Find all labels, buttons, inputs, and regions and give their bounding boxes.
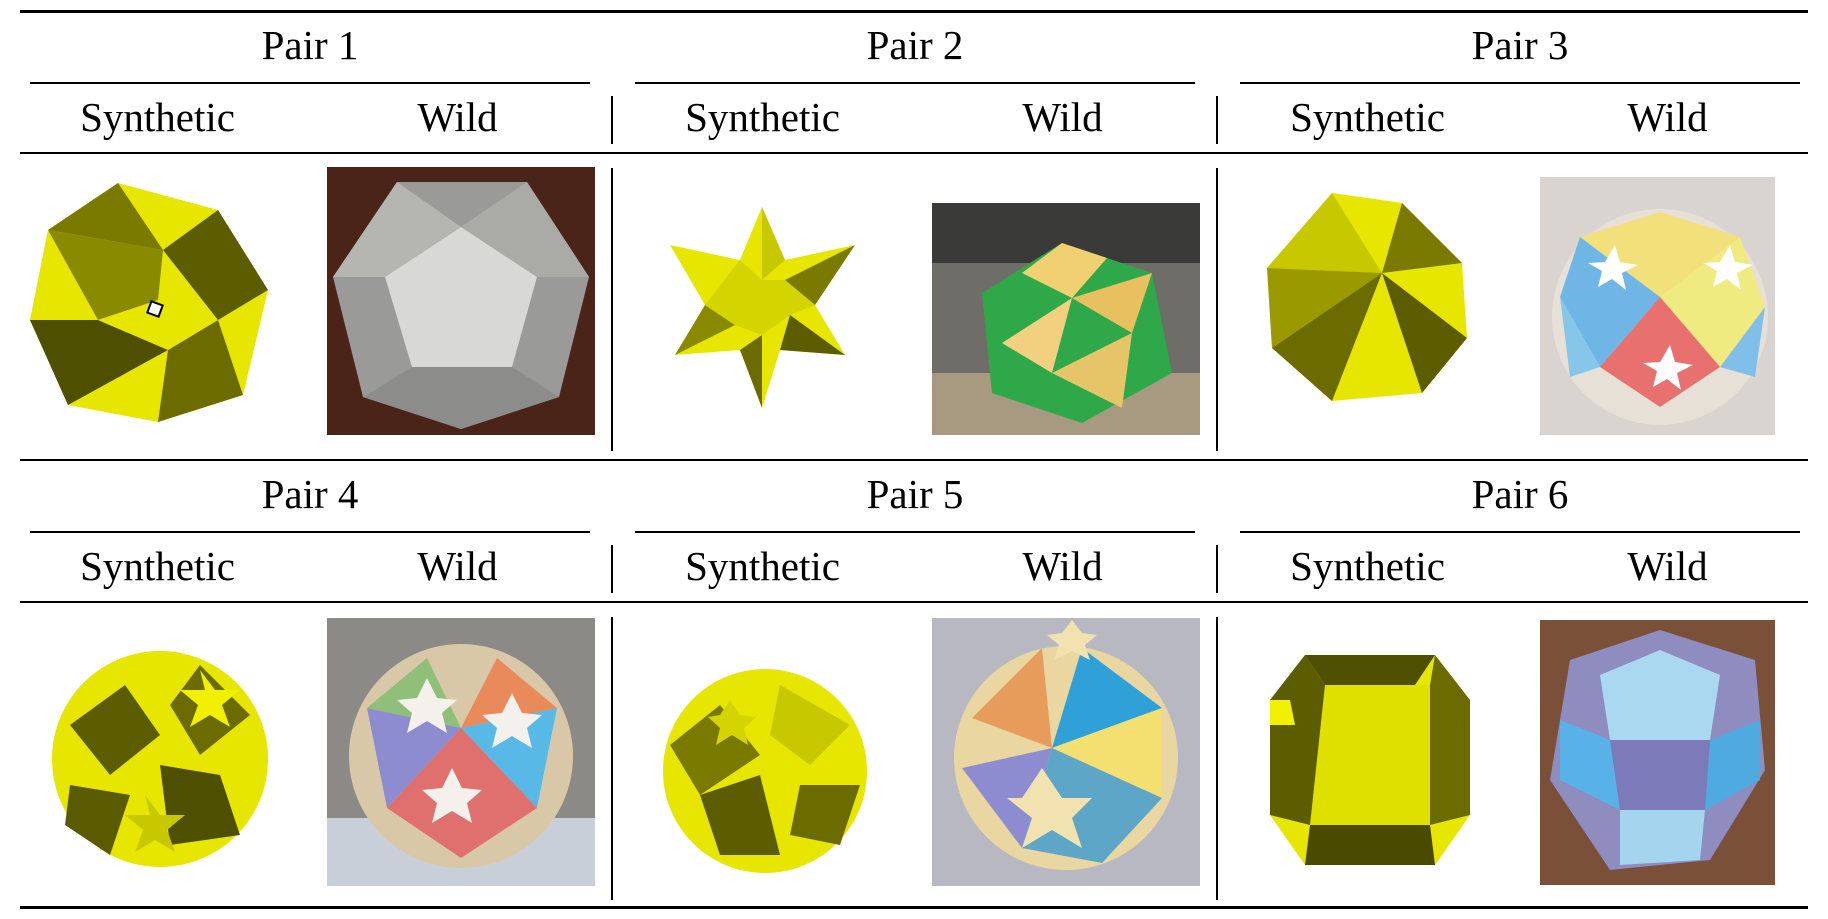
wild-column-header: Wild xyxy=(417,543,498,589)
synthetic-column-header: Synthetic xyxy=(80,543,235,589)
column-separator xyxy=(611,168,613,451)
multicolor-star-polyhedron-icon xyxy=(327,618,595,886)
pair-title-underline xyxy=(30,531,590,533)
pair-title-underline xyxy=(30,82,590,84)
yellow-rhombicuboctahedron-icon xyxy=(1270,655,1470,865)
synthetic-column-header: Synthetic xyxy=(685,543,840,589)
pair-title: Pair 4 xyxy=(261,471,359,517)
wild-column-header: Wild xyxy=(1022,94,1103,140)
pair-title-underline xyxy=(635,82,1195,84)
synthetic-column-header: Synthetic xyxy=(1290,94,1445,140)
synthetic-polyhedron-render xyxy=(50,645,270,873)
wild-polyhedron-photo xyxy=(327,167,595,435)
column-separator xyxy=(1216,545,1218,593)
yellow-star-octahedron-icon xyxy=(670,207,855,408)
column-separator xyxy=(611,96,613,144)
wild-polyhedron-photo xyxy=(327,618,595,886)
synthetic-column-header: Synthetic xyxy=(80,94,235,140)
column-header-rule xyxy=(20,152,1808,154)
wild-column-header: Wild xyxy=(1627,94,1708,140)
wild-polyhedron-photo xyxy=(1540,177,1775,435)
pair-title-underline xyxy=(635,531,1195,533)
blue-polyhedron-icon xyxy=(1540,620,1775,885)
pair-title: Pair 1 xyxy=(261,22,359,68)
pair-title: Pair 2 xyxy=(866,22,964,68)
wild-column-header: Wild xyxy=(417,94,498,140)
green-yellow-polyhedron-icon xyxy=(932,203,1200,435)
yellow-star-polyhedron-icon xyxy=(663,669,867,873)
pair-title-underline xyxy=(1240,82,1800,84)
pair-title: Pair 3 xyxy=(1471,22,1569,68)
column-separator xyxy=(1216,96,1218,144)
wild-column-header: Wild xyxy=(1627,543,1708,589)
column-header-rule xyxy=(20,601,1808,603)
synthetic-polyhedron-render xyxy=(28,180,273,425)
yellow-dodecahedron-icon xyxy=(30,183,268,422)
column-separator xyxy=(1216,168,1218,451)
wild-polyhedron-photo xyxy=(932,618,1200,886)
column-separator xyxy=(611,545,613,593)
yellow-star-polyhedron-icon xyxy=(1267,193,1467,401)
synthetic-polyhedron-render xyxy=(665,205,860,410)
column-separator xyxy=(1216,617,1218,900)
multicolor-star-polyhedron-icon xyxy=(932,618,1200,886)
yellow-star-polyhedron-icon xyxy=(52,651,268,867)
synthetic-column-header: Synthetic xyxy=(685,94,840,140)
multicolor-polyhedron-icon xyxy=(1540,177,1775,435)
wild-column-header: Wild xyxy=(1022,543,1103,589)
grey-dodecahedron-icon xyxy=(327,167,595,435)
pair-title-underline xyxy=(1240,531,1800,533)
synthetic-polyhedron-render xyxy=(1262,188,1474,403)
pair-title: Pair 5 xyxy=(866,471,964,517)
synthetic-polyhedron-render xyxy=(1265,645,1475,873)
row-separator-rule xyxy=(20,459,1808,461)
bottom-rule xyxy=(20,906,1808,909)
top-rule xyxy=(20,10,1808,13)
wild-polyhedron-photo xyxy=(1540,620,1775,885)
pair-title: Pair 6 xyxy=(1471,471,1569,517)
wild-polyhedron-photo xyxy=(932,203,1200,435)
synthetic-column-header: Synthetic xyxy=(1290,543,1445,589)
column-separator xyxy=(611,617,613,900)
synthetic-polyhedron-render xyxy=(660,665,870,877)
